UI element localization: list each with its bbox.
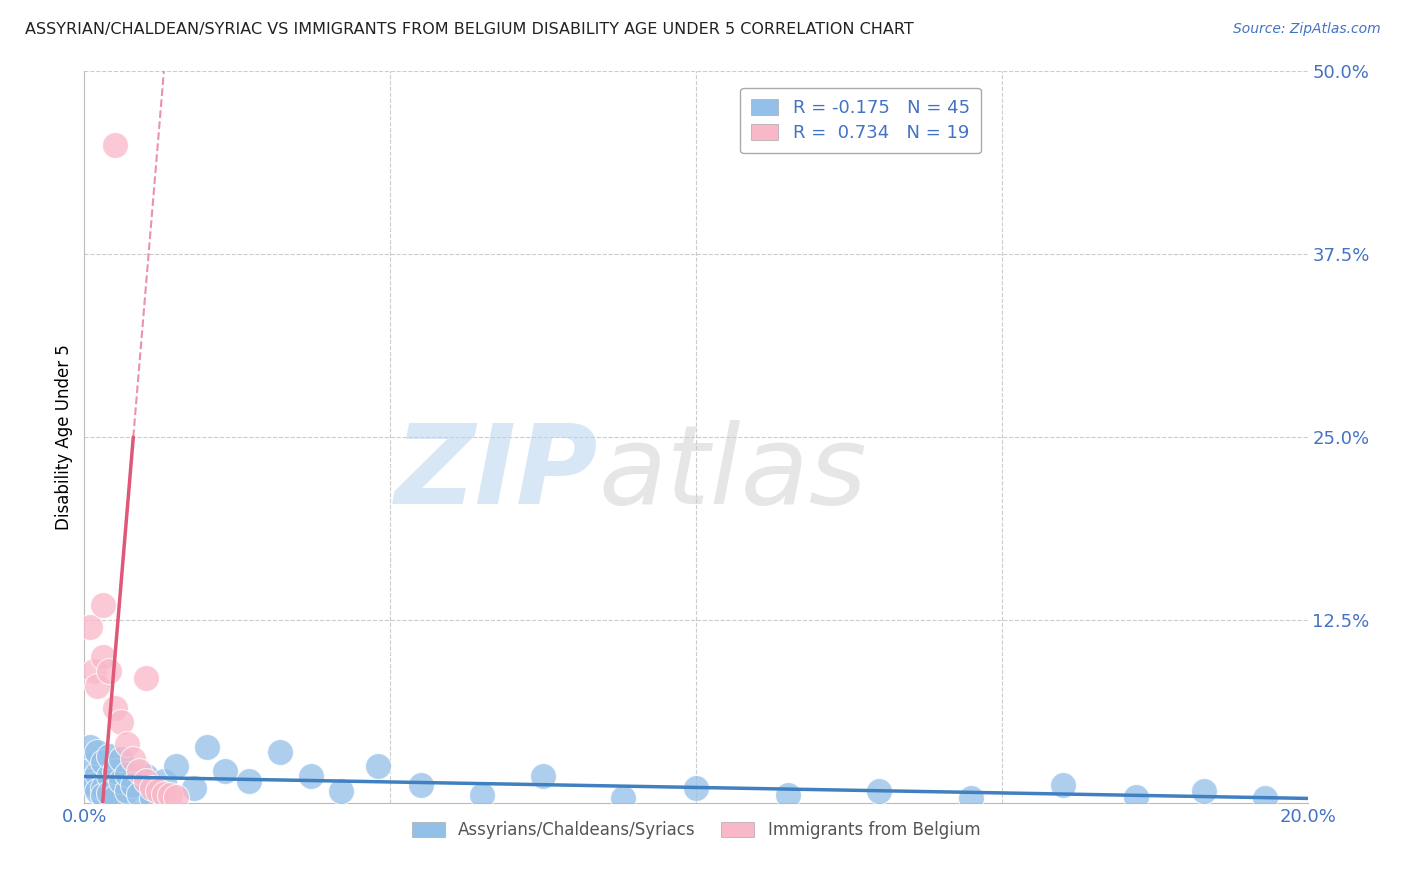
Point	[776, 789, 799, 803]
Point	[269, 745, 291, 759]
Point	[110, 715, 132, 730]
Point	[83, 778, 105, 792]
Point	[135, 672, 157, 686]
Point	[97, 664, 120, 678]
Point	[91, 649, 114, 664]
Point	[104, 764, 127, 778]
Point	[91, 599, 114, 613]
Text: ZIP: ZIP	[395, 420, 598, 527]
Point	[165, 759, 187, 773]
Y-axis label: Disability Age Under 5: Disability Age Under 5	[55, 344, 73, 530]
Point	[122, 778, 145, 792]
Point	[238, 773, 260, 788]
Point	[135, 769, 157, 783]
Point	[153, 787, 176, 801]
Point	[471, 789, 494, 803]
Point	[685, 781, 707, 796]
Point	[110, 773, 132, 788]
Point	[122, 752, 145, 766]
Point	[115, 766, 138, 780]
Point	[77, 759, 100, 773]
Point	[104, 789, 127, 804]
Point	[86, 745, 108, 759]
Point	[159, 789, 181, 803]
Point	[531, 769, 554, 783]
Point	[79, 620, 101, 634]
Point	[869, 784, 891, 798]
Point	[97, 769, 120, 783]
Point	[128, 787, 150, 801]
Point	[141, 781, 163, 796]
Point	[115, 737, 138, 751]
Point	[1052, 778, 1074, 792]
Point	[104, 137, 127, 152]
Point	[1125, 789, 1147, 804]
Point	[97, 749, 120, 764]
Legend: Assyrians/Chaldeans/Syriacs, Immigrants from Belgium: Assyrians/Chaldeans/Syriacs, Immigrants …	[405, 814, 987, 846]
Point	[115, 784, 138, 798]
Text: ASSYRIAN/CHALDEAN/SYRIAC VS IMMIGRANTS FROM BELGIUM DISABILITY AGE UNDER 5 CORRE: ASSYRIAN/CHALDEAN/SYRIAC VS IMMIGRANTS F…	[25, 22, 914, 37]
Text: Source: ZipAtlas.com: Source: ZipAtlas.com	[1233, 22, 1381, 37]
Point	[612, 791, 634, 805]
Point	[104, 700, 127, 714]
Point	[299, 769, 322, 783]
Point	[141, 791, 163, 805]
Point	[367, 759, 389, 773]
Point	[153, 773, 176, 788]
Point	[960, 791, 983, 805]
Point	[86, 784, 108, 798]
Point	[128, 764, 150, 778]
Point	[91, 755, 114, 769]
Point	[91, 789, 114, 803]
Point	[79, 740, 101, 755]
Text: atlas: atlas	[598, 420, 866, 527]
Point	[1192, 784, 1215, 798]
Point	[1254, 791, 1277, 805]
Point	[165, 789, 187, 804]
Point	[135, 773, 157, 788]
Point	[86, 679, 108, 693]
Point	[110, 752, 132, 766]
Point	[146, 784, 169, 798]
Point	[195, 740, 218, 755]
Point	[91, 781, 114, 796]
Point	[83, 664, 105, 678]
Point	[409, 778, 432, 792]
Point	[214, 764, 236, 778]
Point	[86, 766, 108, 780]
Point	[97, 786, 120, 800]
Point	[330, 784, 353, 798]
Point	[79, 773, 101, 788]
Point	[183, 781, 205, 796]
